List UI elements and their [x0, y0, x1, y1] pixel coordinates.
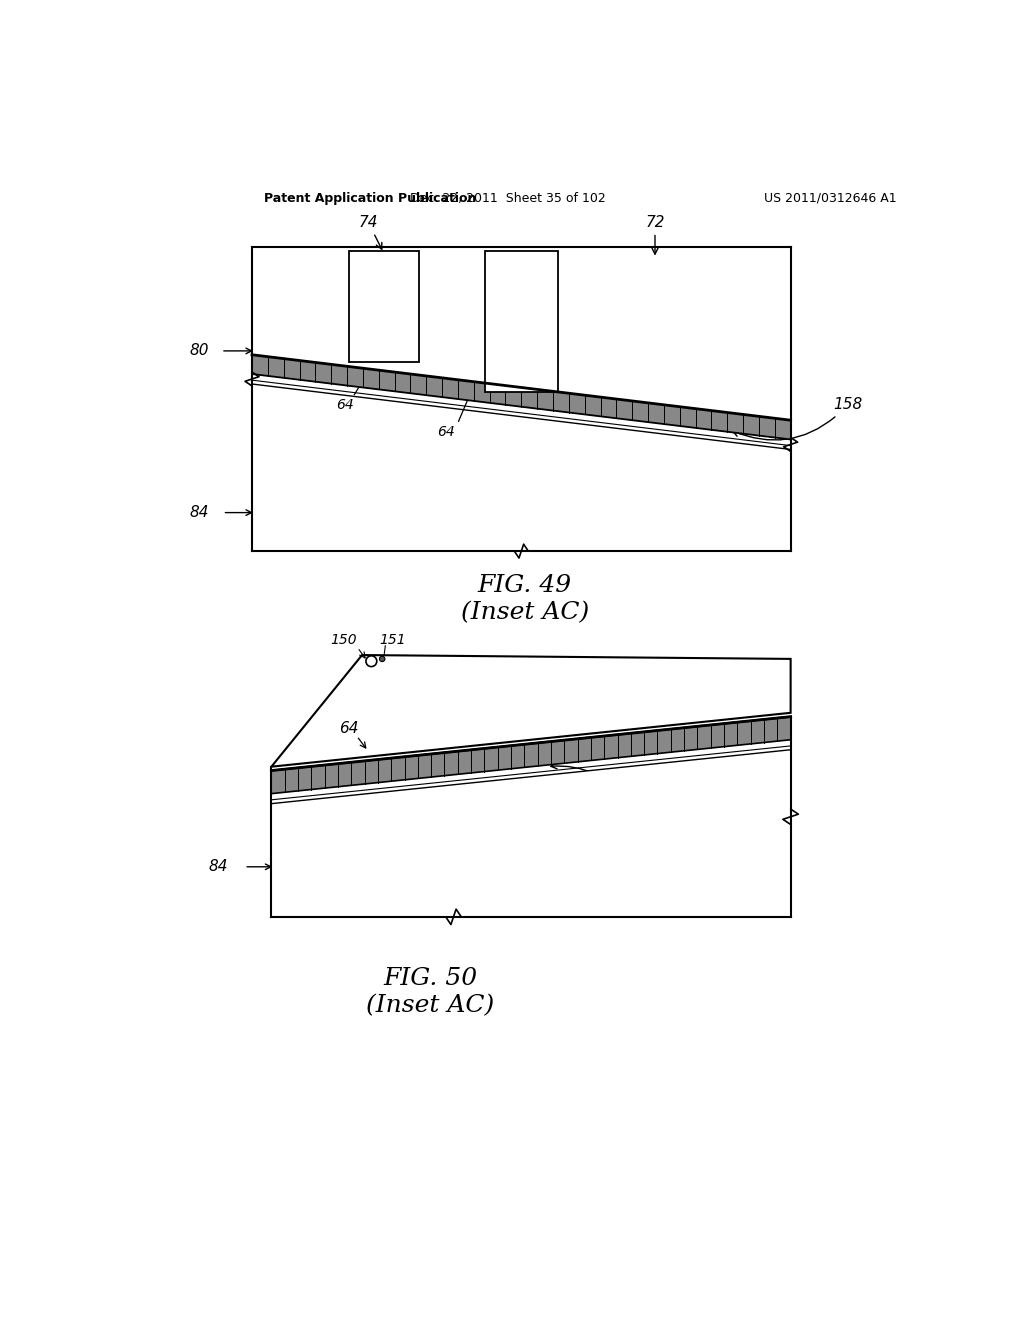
Circle shape [380, 656, 385, 661]
Text: FIG. 50: FIG. 50 [383, 968, 477, 990]
Polygon shape [252, 384, 791, 552]
Circle shape [366, 656, 377, 667]
Polygon shape [252, 355, 791, 440]
Text: 84: 84 [189, 506, 209, 520]
Polygon shape [252, 374, 791, 449]
Text: Patent Application Publication: Patent Application Publication [263, 191, 476, 205]
Text: 72: 72 [645, 215, 665, 255]
Text: 64: 64 [437, 425, 455, 438]
Text: 151: 151 [379, 632, 406, 647]
Polygon shape [271, 717, 791, 793]
Text: 64: 64 [336, 397, 354, 412]
Text: FIG. 49: FIG. 49 [478, 574, 571, 597]
Text: 64: 64 [339, 721, 358, 735]
Text: 80: 80 [189, 343, 209, 359]
Text: US 2011/0312646 A1: US 2011/0312646 A1 [764, 191, 896, 205]
Text: (Inset AC): (Inset AC) [461, 601, 589, 624]
Text: (Inset AC): (Inset AC) [367, 994, 495, 1016]
Text: 84: 84 [209, 859, 228, 874]
Text: 74: 74 [358, 215, 382, 249]
Polygon shape [271, 750, 791, 917]
Text: 158: 158 [732, 397, 862, 440]
Text: Dec. 22, 2011  Sheet 35 of 102: Dec. 22, 2011 Sheet 35 of 102 [410, 191, 605, 205]
Polygon shape [271, 655, 791, 767]
Bar [349, 251, 419, 363]
Text: 150: 150 [331, 632, 357, 647]
Bar [484, 251, 558, 392]
Polygon shape [252, 247, 791, 420]
Text: 158: 158 [551, 763, 630, 793]
